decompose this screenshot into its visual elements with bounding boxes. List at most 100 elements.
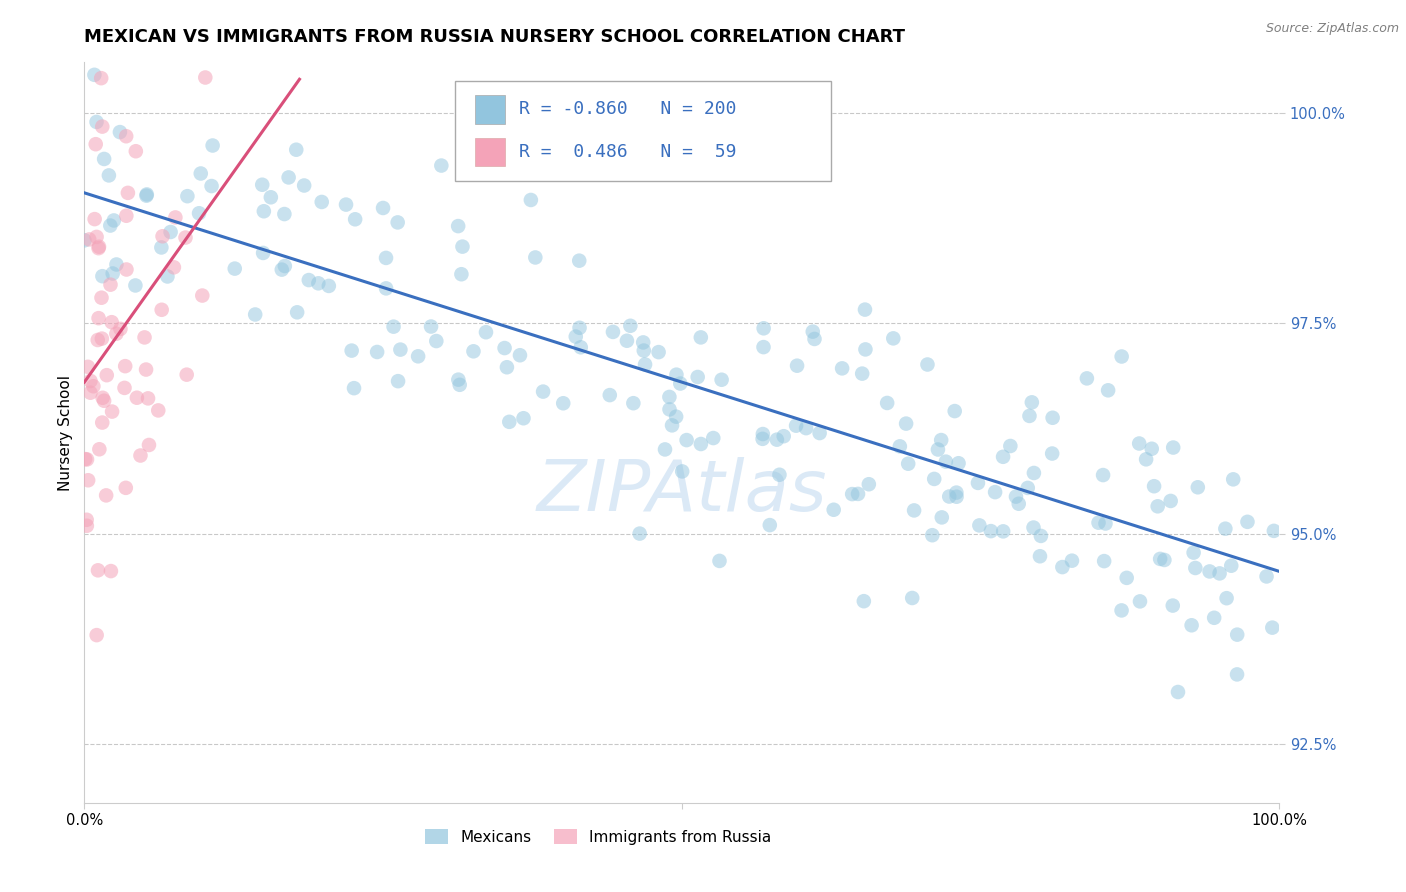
Point [929,433,952,447]
Point [1161,599,1184,613]
Point [969,518,991,533]
Point [277,170,299,185]
Point [159,225,181,239]
Point [766,433,789,447]
Point [1256,569,1278,583]
Point [174,230,197,244]
Point [73,233,96,247]
Point [273,207,295,221]
Point [285,143,308,157]
Point [1111,603,1133,617]
Point [1167,685,1189,699]
Point [387,374,409,388]
Point [1018,409,1040,423]
Point [176,368,198,382]
Point [1184,561,1206,575]
Point [823,502,845,516]
Point [191,288,214,302]
Point [260,190,283,204]
Text: Source: ZipAtlas.com: Source: ZipAtlas.com [1265,22,1399,36]
Point [100,277,122,292]
Point [922,472,945,486]
Point [1092,468,1115,483]
Point [531,384,554,399]
Point [252,178,274,192]
Point [1215,522,1237,536]
Point [759,518,782,533]
Point [148,403,170,417]
Point [752,427,775,442]
Point [1208,566,1230,581]
FancyBboxPatch shape [475,138,505,166]
Point [889,439,911,453]
Point [125,145,148,159]
Text: R = -0.860   N = 200: R = -0.860 N = 200 [519,101,737,119]
Point [93,393,115,408]
Point [858,477,880,491]
Point [77,232,100,246]
Point [447,373,470,387]
Point [1215,591,1237,606]
Point [1040,446,1063,460]
Point [565,329,588,343]
Point [621,396,644,410]
Point [686,370,709,384]
Point [117,186,139,200]
Point [138,438,160,452]
Point [84,137,107,152]
Point [654,442,676,457]
Point [1097,384,1119,398]
Point [1161,441,1184,455]
Point [450,267,472,281]
Point [87,241,110,255]
Point [675,433,697,447]
Point [927,442,949,457]
Point [292,178,315,193]
Point [991,524,1014,539]
Point [1187,480,1209,494]
Point [135,187,157,202]
Point [101,267,124,281]
Point [553,396,575,410]
Point [602,325,624,339]
Point [894,417,917,431]
Point [115,129,138,144]
Point [1129,594,1152,608]
Point [851,367,873,381]
Point [669,376,692,391]
Point [751,432,773,446]
Point [252,246,274,260]
Point [658,390,681,404]
Point [463,344,485,359]
Point [897,457,920,471]
Point [136,392,159,406]
Point [77,359,100,374]
Point [709,554,731,568]
Point [901,591,924,605]
Point [307,277,329,291]
Point [1021,395,1043,409]
Point [1198,565,1220,579]
Point [772,429,794,443]
Point [794,421,817,435]
Point [1000,439,1022,453]
Point [1149,552,1171,566]
Point [689,437,711,451]
Point [661,418,683,433]
Point [980,524,1002,538]
Point [846,487,869,501]
Point [1022,466,1045,480]
Point [1153,553,1175,567]
Point [631,335,654,350]
Point [647,345,669,359]
Point [855,343,877,357]
Point [163,260,186,275]
Point [1140,442,1163,456]
Point [512,411,534,425]
Point [449,377,471,392]
Point [121,29,143,44]
Text: MEXICAN VS IMMIGRANTS FROM RUSSIA NURSERY SCHOOL CORRELATION CHART: MEXICAN VS IMMIGRANTS FROM RUSSIA NURSER… [84,28,905,45]
Point [274,259,297,273]
Point [343,381,366,395]
Point [808,425,831,440]
